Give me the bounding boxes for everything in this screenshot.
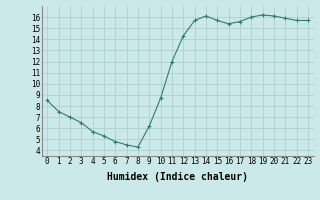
X-axis label: Humidex (Indice chaleur): Humidex (Indice chaleur): [107, 172, 248, 182]
